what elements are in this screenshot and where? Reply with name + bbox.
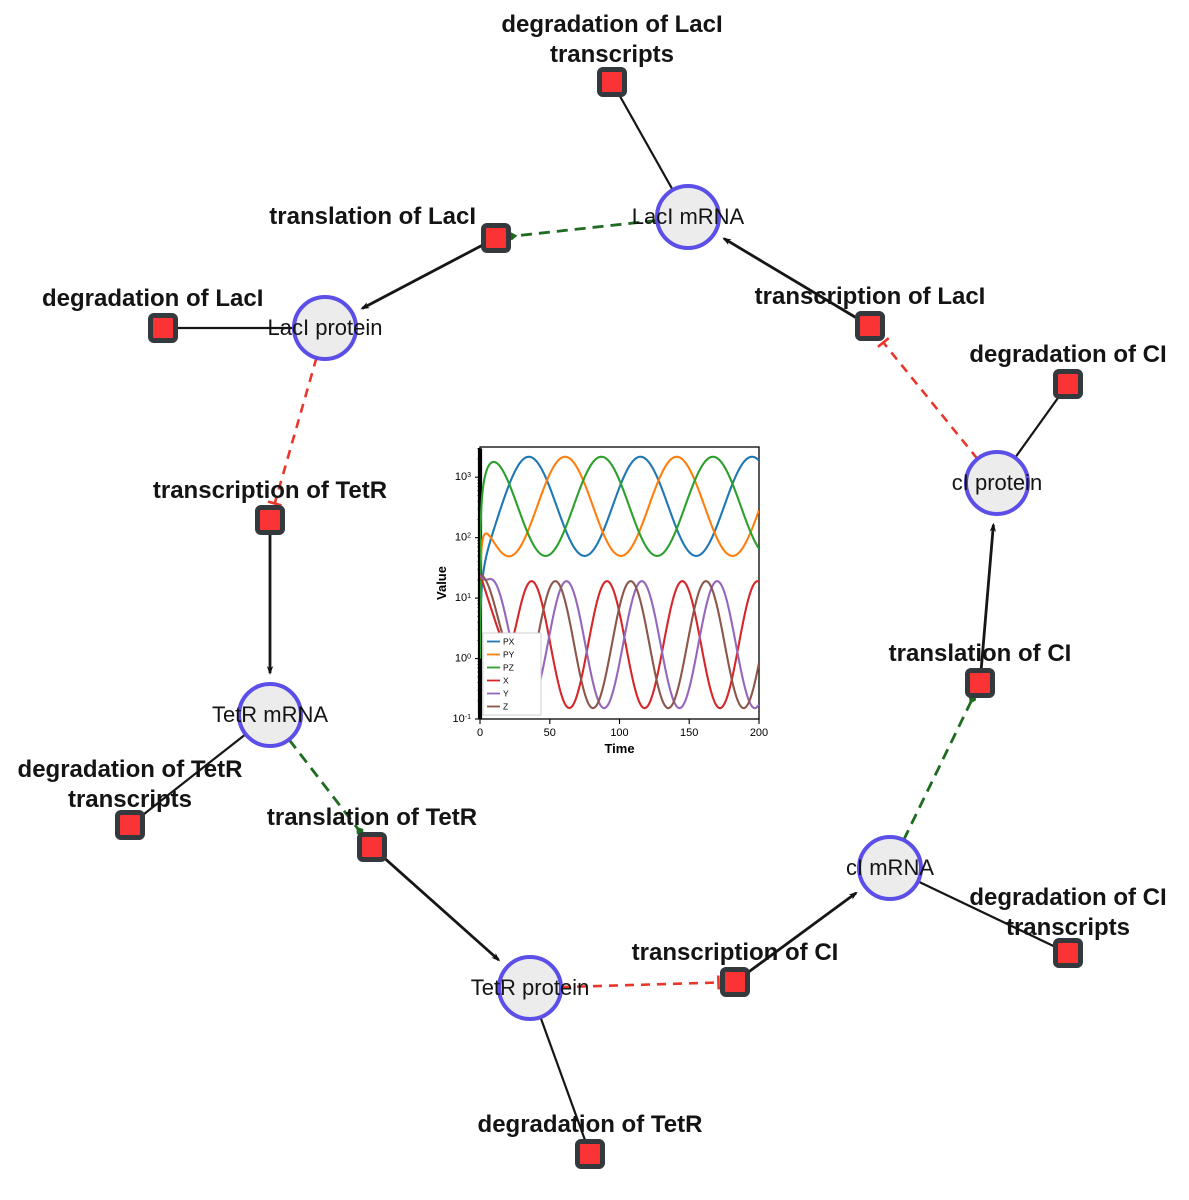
svg-text:TetR protein: TetR protein [471, 975, 590, 1000]
svg-text:degradation of TetR: degradation of TetR [478, 1111, 703, 1138]
svg-text:PX: PX [503, 636, 515, 646]
svg-text:101: 101 [455, 592, 471, 604]
svg-text:Z: Z [503, 701, 508, 711]
svg-text:Value: Value [434, 566, 449, 600]
svg-text:translation of TetR: translation of TetR [267, 804, 477, 831]
svg-text:LacI protein: LacI protein [268, 315, 383, 340]
svg-text:100: 100 [610, 727, 628, 739]
svg-text:Y: Y [503, 688, 509, 698]
svg-text:translation of LacI: translation of LacI [269, 203, 476, 230]
svg-text:transcription of CI: transcription of CI [632, 939, 839, 966]
svg-text:100: 100 [455, 653, 471, 665]
svg-text:degradation of LacI: degradation of LacI [42, 285, 263, 312]
svg-text:50: 50 [544, 727, 556, 739]
svg-text:transcription of TetR: transcription of TetR [153, 477, 387, 504]
svg-text:PZ: PZ [503, 662, 514, 672]
svg-text:LacI mRNA: LacI mRNA [632, 204, 745, 229]
svg-text:degradation of CI: degradation of CI [969, 341, 1166, 368]
svg-text:102: 102 [455, 532, 471, 544]
svg-text:0: 0 [477, 727, 483, 739]
svg-text:Time: Time [604, 741, 634, 756]
svg-text:150: 150 [680, 727, 698, 739]
svg-text:X: X [503, 675, 509, 685]
svg-text:10-1: 10-1 [453, 713, 472, 725]
svg-text:transcription of LacI: transcription of LacI [755, 283, 986, 310]
svg-text:103: 103 [455, 471, 471, 483]
svg-text:cI protein: cI protein [952, 470, 1043, 495]
svg-text:TetR mRNA: TetR mRNA [212, 702, 328, 727]
svg-text:200: 200 [750, 727, 768, 739]
svg-text:cI mRNA: cI mRNA [846, 855, 934, 880]
svg-text:translation of CI: translation of CI [889, 640, 1072, 667]
svg-text:PY: PY [503, 649, 515, 659]
